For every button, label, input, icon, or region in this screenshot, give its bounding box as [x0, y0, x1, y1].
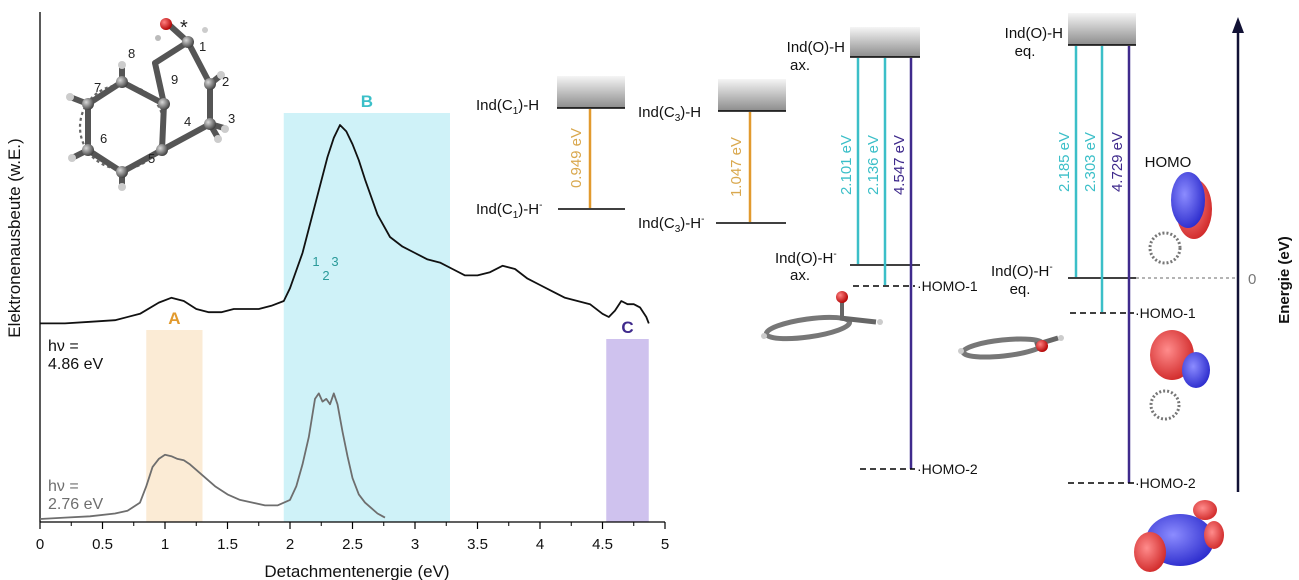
x-tick-label: 3: [411, 536, 419, 553]
level-diagram-c1: 0.949 eV Ind(C1)-H Ind(C1)-H-: [476, 76, 625, 221]
x-tick-label: 5: [661, 536, 669, 553]
homo1-orbital-icon: [1149, 330, 1210, 421]
y-axis-label: Elektronenausbeute (w.E.): [5, 138, 24, 337]
level-diagram-ax: 2.101 eV 2.136 eV 4.547 eV Ind(O)-H ax. …: [775, 27, 978, 477]
x-tick-label: 4.5: [592, 536, 613, 553]
atom-label-3: 3: [228, 111, 235, 126]
spectrum-chart: 0 0.5 1 1.5 2 2.5 3 3.5 4 4.5 5 Detachmentenergie …: [5, 12, 669, 580]
eq-value-1: 2.185 eV: [1056, 132, 1073, 192]
ax-value-3: 4.547 eV: [891, 135, 908, 195]
chiral-star: *: [180, 17, 188, 39]
atom-label-9: 9: [171, 72, 178, 87]
peak-label-2: 2: [322, 268, 329, 283]
level-diagram-c3: 1.047 eV Ind(C3)-H Ind(C3)-H-: [638, 79, 786, 235]
x-ticks: 0 0.5 1 1.5 2 2.5 3 3.5 4 4.5 5: [36, 522, 669, 553]
eq-homo-label: HOMO: [1145, 154, 1192, 171]
atom-label-2: 2: [222, 74, 229, 89]
traces: [39, 124, 650, 520]
atom-label-4: 4: [184, 114, 191, 129]
ax-homo2-label: ·HOMO-2: [917, 461, 978, 477]
eq-value-2: 2.303 eV: [1082, 132, 1099, 192]
x-tick-label: 3.5: [467, 536, 488, 553]
eq-upper-label: Ind(O)-H: [1005, 25, 1063, 42]
c1-upper-label: Ind(C1)-H: [476, 97, 539, 117]
ax-upper-label: Ind(O)-H: [787, 39, 845, 56]
x-tick-label: 0.5: [92, 536, 113, 553]
level-diagram-eq: 2.185 eV 2.303 eV 4.729 eV Ind(O)-H eq. …: [991, 13, 1196, 491]
ax-lower-label: Ind(O)-H-: [775, 249, 837, 267]
x-tick-label: 4: [536, 536, 544, 553]
highlight-bands: [146, 113, 649, 522]
band-label-b: B: [361, 92, 373, 111]
ax-value-1: 2.101 eV: [838, 135, 855, 195]
x-tick-label: 2: [286, 536, 294, 553]
atom-label-8: 8: [128, 46, 135, 61]
x-tick-label: 0: [36, 536, 44, 553]
peak-label-1: 1: [312, 254, 319, 269]
ax-upper-sub: ax.: [790, 57, 810, 74]
band-b: [283, 113, 450, 522]
atom-label-5: 5: [148, 151, 155, 166]
ax-value-2: 2.136 eV: [865, 135, 882, 195]
atom-label-7: 7: [94, 80, 101, 95]
x-tick-label: 1: [161, 536, 169, 553]
ax-homo1-label: ·HOMO-1: [917, 278, 978, 294]
atom-label-1: 1: [199, 39, 206, 54]
homo-orbital-icon: [1148, 172, 1212, 265]
energy-axis-label: Energie (eV): [1276, 236, 1293, 324]
peak-label-3: 3: [331, 254, 338, 269]
band-label-a: A: [168, 309, 180, 328]
band-labels: A B C: [168, 92, 633, 337]
homo2-orbital-icon: [1134, 500, 1224, 572]
x-tick-label: 1.5: [217, 536, 238, 553]
molecule-atoms: [66, 18, 229, 191]
energy-axis-arrow-icon: [1232, 17, 1244, 33]
trace-series-1: [40, 124, 650, 325]
c1-lower-label: Ind(C1)-H-: [476, 200, 542, 221]
eq-upper-sub: eq.: [1015, 43, 1036, 60]
atom-labels: 1 2 3 4 5 6 7 8 9 *: [94, 17, 235, 166]
eq-homo1-label: ·HOMO-1: [1135, 305, 1196, 321]
structure-eq-icon: [958, 335, 1064, 360]
eq-lower-label: Ind(O)-H-: [991, 262, 1053, 280]
x-axis-label: Detachmentenergie (eV): [264, 562, 449, 580]
series-label-2-line1: hν =: [48, 478, 79, 495]
eq-lower-sub: eq.: [1010, 281, 1031, 298]
band-a: [146, 330, 203, 522]
c1-gap-value: 0.949 eV: [568, 128, 585, 188]
atom-label-6: 6: [100, 131, 107, 146]
ax-lower-sub: ax.: [790, 267, 810, 284]
band-c: [606, 339, 649, 522]
band-label-c: C: [621, 318, 633, 337]
c3-lower-label: Ind(C3)-H-: [638, 214, 704, 235]
c3-gap-value: 1.047 eV: [728, 137, 745, 197]
oxygen-atom: [160, 18, 172, 30]
c3-upper-label: Ind(C3)-H: [638, 104, 701, 124]
x-tick-label: 2.5: [342, 536, 363, 553]
structure-ax-icon: [761, 291, 883, 342]
series-label-2-line2: 2.76 eV: [48, 496, 103, 513]
series-label-1-line2: 4.86 eV: [48, 356, 103, 373]
trace-series-2: [39, 392, 386, 520]
eq-value-3: 4.729 eV: [1109, 132, 1126, 192]
series-label-1-line1: hν =: [48, 338, 79, 355]
zero-label: 0: [1248, 271, 1256, 288]
eq-homo2-label: ·HOMO-2: [1135, 475, 1196, 491]
indanol-molecule: 1 2 3 4 5 6 7 8 9 *: [66, 17, 235, 191]
